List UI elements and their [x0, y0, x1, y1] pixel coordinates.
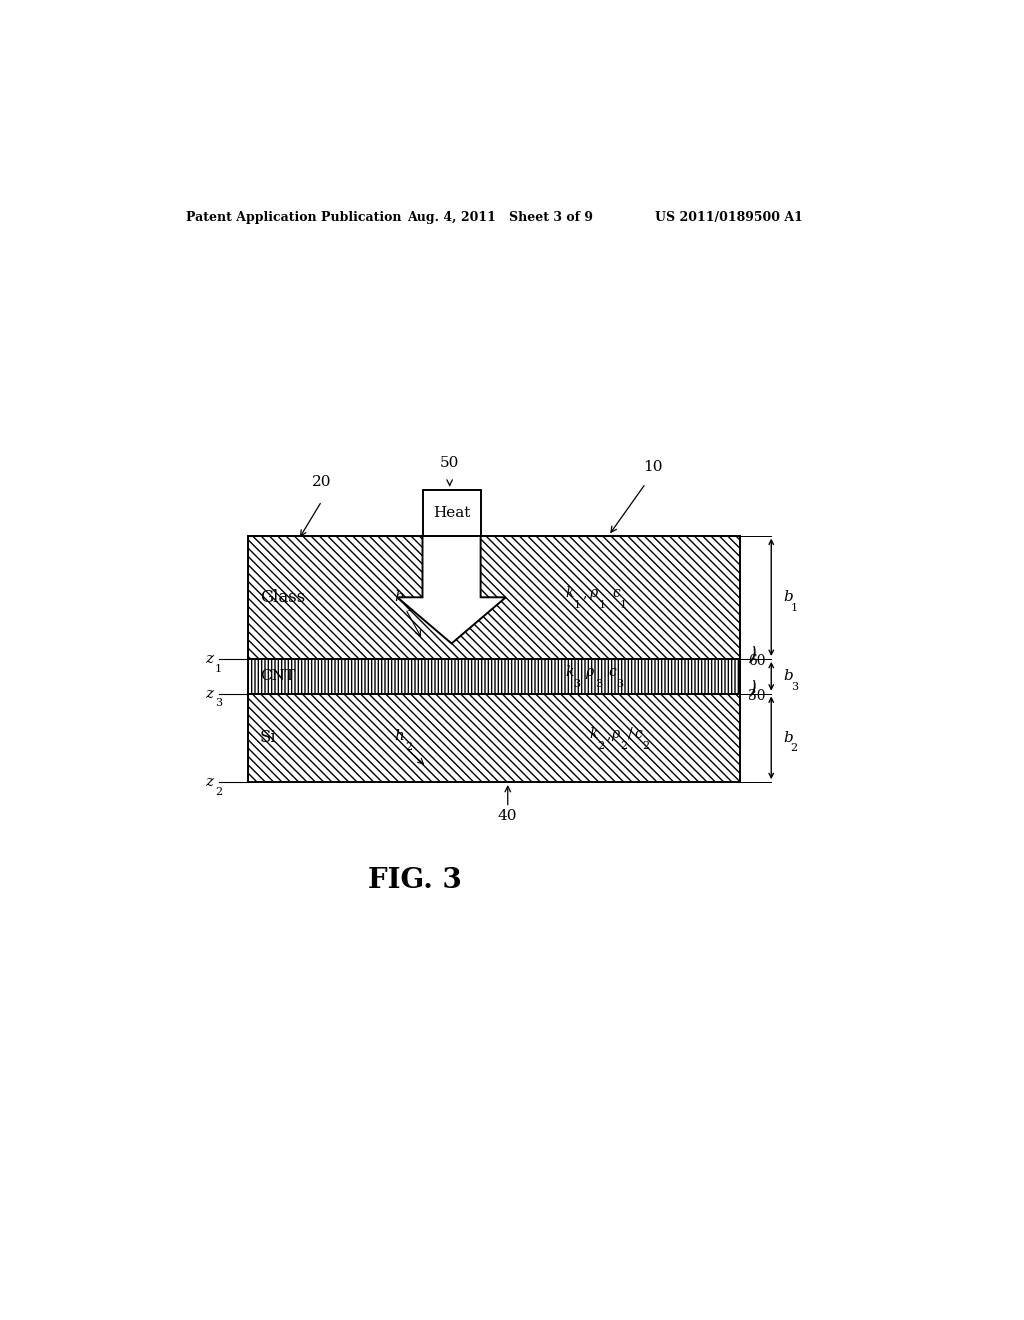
Text: US 2011/0189500 A1: US 2011/0189500 A1 [655, 211, 803, 224]
Bar [248, 536, 740, 659]
Text: 30: 30 [748, 689, 766, 702]
Text: c: c [612, 586, 621, 601]
Text: 2: 2 [642, 741, 649, 751]
Text: b: b [783, 590, 793, 605]
Text: 1: 1 [406, 603, 413, 614]
Text: 3: 3 [616, 680, 624, 689]
Text: /: / [628, 727, 633, 741]
Text: z: z [205, 652, 213, 665]
Text: k: k [566, 665, 574, 680]
Text: 1: 1 [215, 664, 222, 673]
Text: Patent Application Publication: Patent Application Publication [186, 211, 401, 224]
Text: 10: 10 [643, 461, 663, 474]
Text: 2: 2 [215, 787, 222, 797]
Text: k: k [589, 727, 597, 741]
Text: 50: 50 [440, 457, 460, 470]
Text: 20: 20 [312, 475, 332, 490]
Text: ): ) [746, 645, 759, 665]
Text: FIG. 3: FIG. 3 [368, 867, 462, 894]
Text: 2: 2 [621, 741, 628, 751]
Text: c: c [608, 665, 616, 680]
Text: ρ: ρ [586, 665, 593, 680]
Text: c: c [634, 727, 642, 741]
Text: Si: Si [260, 730, 276, 746]
Text: 2: 2 [597, 741, 604, 751]
Text: 2: 2 [791, 743, 798, 754]
Bar [248, 693, 740, 781]
Text: Aug. 4, 2011   Sheet 3 of 9: Aug. 4, 2011 Sheet 3 of 9 [407, 211, 593, 224]
Text: 3: 3 [595, 680, 602, 689]
Bar [248, 659, 740, 693]
Text: ,: , [606, 727, 610, 741]
Text: Heat: Heat [433, 506, 470, 520]
Bar [423, 490, 480, 536]
Text: z: z [205, 775, 213, 789]
Text: ,: , [583, 586, 588, 601]
Text: 1: 1 [791, 603, 798, 612]
Text: 3: 3 [573, 680, 581, 689]
Text: ρ: ρ [611, 727, 618, 741]
Text: h: h [394, 729, 404, 743]
Bar [248, 693, 740, 781]
Text: 40: 40 [498, 809, 517, 824]
Text: k: k [566, 586, 574, 601]
Text: 1: 1 [621, 601, 628, 610]
Text: h: h [394, 590, 404, 605]
Text: z: z [205, 686, 213, 701]
Bar [248, 659, 740, 693]
Text: b: b [783, 669, 793, 684]
Text: 1: 1 [598, 601, 605, 610]
Polygon shape [397, 536, 506, 644]
Text: 3: 3 [791, 681, 798, 692]
Text: ): ) [746, 680, 759, 700]
Text: ρ: ρ [589, 586, 597, 601]
Bar [248, 536, 740, 659]
Text: 60: 60 [748, 655, 766, 668]
Text: 1: 1 [573, 601, 581, 610]
Text: CNT: CNT [260, 669, 295, 684]
Text: Glass: Glass [260, 589, 305, 606]
Text: 2: 2 [406, 742, 413, 752]
Text: b: b [783, 731, 793, 744]
Text: 3: 3 [215, 698, 222, 708]
